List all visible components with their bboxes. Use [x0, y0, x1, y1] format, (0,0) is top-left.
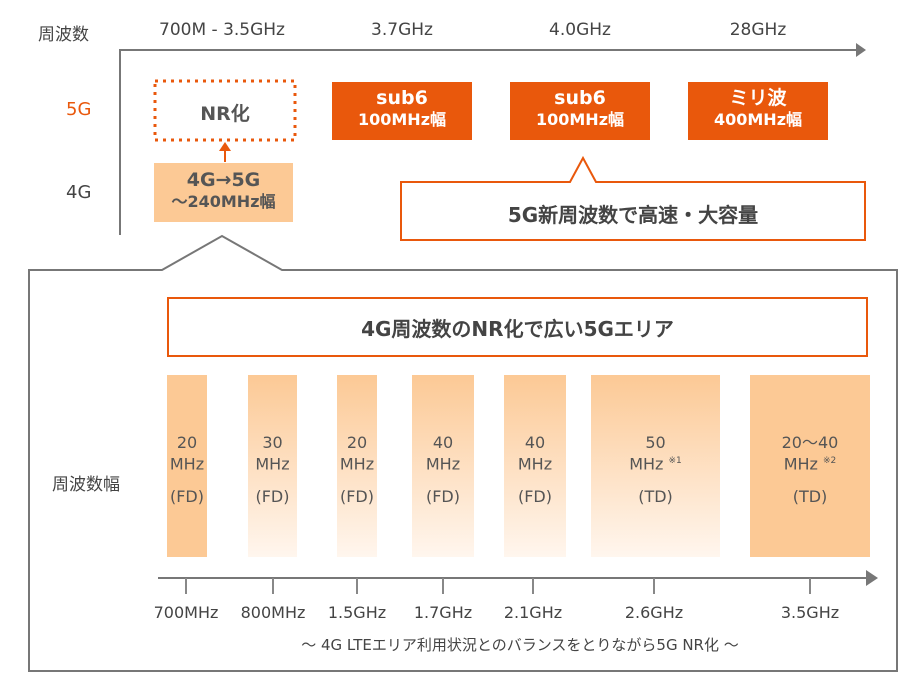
- row-header-frequency: 周波数: [38, 25, 89, 45]
- band-width-value: 50: [645, 433, 666, 452]
- band-bar: 30 MHz (FD): [248, 375, 297, 557]
- band-unit: MHz: [412, 452, 474, 473]
- freq-tick-label: 3.5GHz: [780, 603, 840, 622]
- band-duplex-mode: (FD): [517, 487, 552, 507]
- band-name: sub6: [376, 87, 428, 109]
- up-arrow-icon: [219, 142, 231, 151]
- freq-label: 700M - 3.5GHz: [159, 20, 285, 40]
- band-duplex-mode: (FD): [425, 487, 460, 507]
- band-width: 100MHz幅: [357, 110, 447, 129]
- band-unit-text: MHz: [339, 454, 375, 474]
- band-width-value: 20: [346, 433, 368, 452]
- band-width-value: 20: [176, 433, 198, 452]
- band-unit: MHz ※2: [750, 452, 870, 473]
- row-label-4g: 4G: [66, 182, 92, 203]
- freq-tick-label: 1.7GHz: [413, 603, 473, 622]
- freq-tick: [442, 578, 444, 594]
- nr-box-label: NR化: [200, 103, 250, 125]
- band-box-mmwave: ミリ波 400MHz幅: [688, 82, 828, 140]
- band-unit-text: MHz: [425, 454, 461, 474]
- band-unit-text: MHz: [629, 454, 664, 474]
- freq-tick-label: 2.6GHz: [624, 603, 684, 622]
- row-label-bandwidth: 周波数幅: [52, 475, 120, 495]
- band-footnote: ※2: [823, 456, 837, 466]
- band-width: 400MHz幅: [713, 110, 803, 129]
- band-duplex-mode: (TD): [792, 487, 828, 507]
- band-box-sub6-4.0: sub6 100MHz幅: [510, 82, 650, 140]
- band-unit: MHz: [337, 452, 377, 473]
- band-bar: 40 MHz (FD): [504, 375, 566, 557]
- title-frame: [167, 297, 868, 357]
- band-duplex-mode: (FD): [169, 487, 204, 507]
- top-axis: [119, 49, 856, 235]
- freq-tick: [356, 578, 358, 594]
- band-width-value: 30: [262, 433, 283, 452]
- freq-tick-label: 700MHz: [153, 603, 219, 622]
- freq-label: 28GHz: [729, 20, 787, 40]
- band-width-value: 40: [524, 433, 546, 452]
- band-width-value: 40: [432, 433, 454, 452]
- freq-tick: [809, 578, 811, 594]
- band-name: ミリ波: [729, 87, 787, 109]
- freq-tick-label: 2.1GHz: [503, 603, 563, 622]
- band-bar: 20 MHz (FD): [167, 375, 207, 557]
- band-width: 100MHz幅: [535, 110, 625, 129]
- freq-tick: [185, 578, 187, 594]
- detail-title: 4G周波数のNR化で広い5Gエリア: [361, 317, 674, 341]
- freq-tick-label: 800MHz: [240, 603, 306, 622]
- band-unit-text: MHz: [783, 454, 818, 474]
- band-bar: 40 MHz (FD): [412, 375, 474, 557]
- band-unit-text: MHz: [169, 454, 205, 474]
- band-bar: 20～40 MHz ※2 (TD): [750, 375, 870, 557]
- callout-frame: [400, 155, 866, 241]
- band-name: sub6: [554, 87, 606, 109]
- top-axis-arrow-icon: [856, 43, 866, 57]
- freq-label: 3.7GHz: [371, 20, 433, 40]
- band-bar: 20 MHz (FD): [337, 375, 377, 557]
- band-unit: MHz: [248, 452, 297, 473]
- band-unit: MHz ※1: [591, 452, 720, 473]
- band-unit: MHz: [504, 452, 566, 473]
- band-duplex-mode: (FD): [339, 487, 374, 507]
- band-footnote: ※1: [668, 456, 682, 466]
- band-box-sub6-3.7: sub6 100MHz幅: [332, 82, 472, 140]
- freq-axis-arrow-icon: [866, 570, 878, 586]
- freq-label: 4.0GHz: [549, 20, 611, 40]
- band-unit-text: MHz: [517, 454, 553, 474]
- band-duplex-mode: (TD): [638, 487, 673, 507]
- callout-text: 5G新周波数で高速・大容量: [507, 203, 759, 227]
- band-width-value: 20～40: [781, 433, 839, 452]
- band-bar: 50 MHz ※1 (TD): [591, 375, 720, 557]
- lte-box-line2: ～240MHz幅: [171, 192, 276, 211]
- freq-tick: [272, 578, 274, 594]
- freq-tick: [653, 578, 655, 594]
- freq-tick-label: 1.5GHz: [327, 603, 387, 622]
- freq-tick: [532, 578, 534, 594]
- band-unit: MHz: [167, 452, 207, 473]
- band-duplex-mode: (FD): [255, 487, 290, 507]
- row-label-5g: 5G: [66, 99, 92, 120]
- lte-box-line1: 4G→5G: [186, 169, 261, 191]
- lte-box: 4G→5G ～240MHz幅: [154, 163, 293, 222]
- footer-note: ～ 4G LTEエリア利用状況とのバランスをとりながら5G NR化 ～: [301, 636, 739, 654]
- nr-dotted-box: [153, 79, 297, 142]
- band-unit-text: MHz: [255, 454, 290, 474]
